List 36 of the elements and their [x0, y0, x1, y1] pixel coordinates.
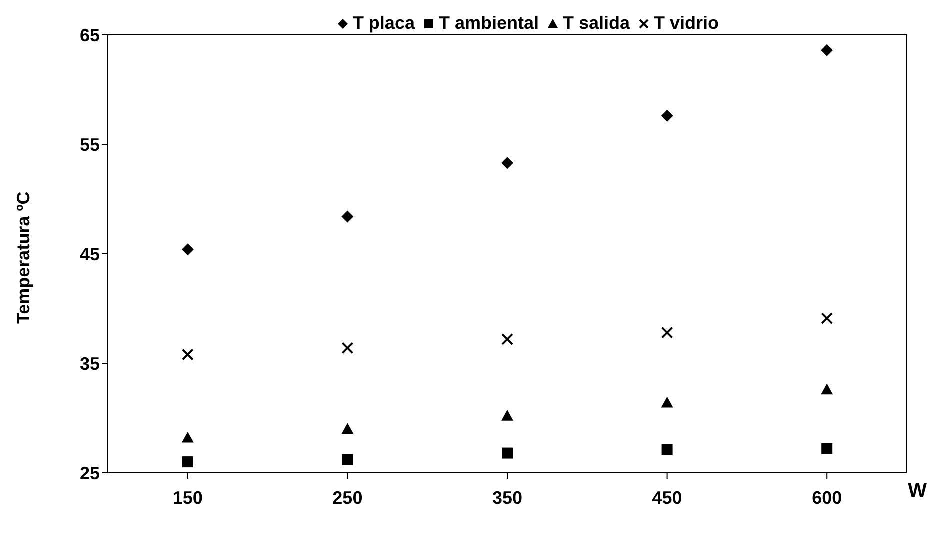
point	[342, 454, 354, 466]
point	[821, 44, 834, 56]
point	[821, 384, 834, 395]
y-tick-label: 45	[80, 244, 100, 264]
y-tick-label: 55	[80, 134, 100, 155]
point	[182, 348, 194, 361]
point	[662, 444, 673, 456]
x-tick-label: 450	[652, 488, 682, 508]
point	[342, 423, 354, 434]
point	[661, 396, 674, 408]
point	[502, 448, 513, 459]
point	[661, 110, 674, 122]
x-tick-label: 150	[172, 488, 203, 508]
x-tick-label: 250	[332, 488, 363, 508]
point	[821, 312, 834, 325]
point	[342, 210, 354, 223]
legend-label: T ambiental	[438, 13, 539, 34]
y-tick-label: 25	[80, 463, 100, 484]
x-tick-label: 600	[812, 488, 842, 508]
x-axis-title: W	[908, 480, 928, 502]
point	[502, 333, 514, 346]
point	[502, 157, 514, 170]
y-axis-title: Temperatura ºC	[13, 192, 34, 324]
point	[182, 432, 194, 443]
legend-label: T placa	[352, 13, 415, 34]
point	[342, 342, 354, 354]
point	[661, 326, 674, 339]
y-tick-label: 65	[80, 25, 100, 46]
legend-label: T salida	[563, 13, 630, 34]
point	[182, 456, 194, 468]
legend-label: T vidrio	[654, 13, 720, 34]
x-tick-label: 350	[492, 488, 523, 508]
point	[502, 410, 514, 421]
point	[182, 244, 194, 256]
y-tick-label: 35	[80, 354, 100, 374]
point	[822, 443, 833, 454]
